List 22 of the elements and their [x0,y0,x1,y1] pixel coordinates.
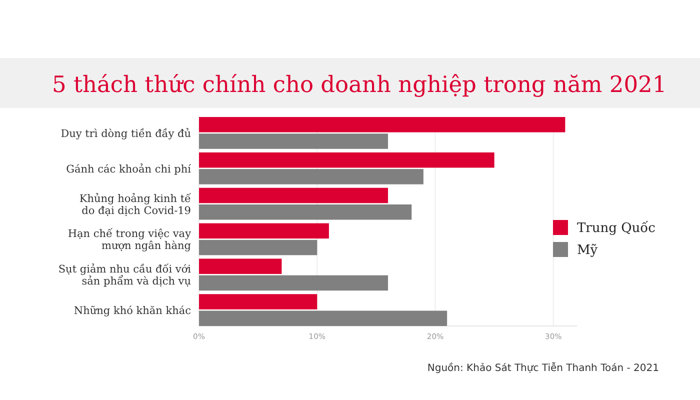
bar [199,134,388,149]
bar [199,188,388,204]
chart-title: 5 thách thức chính cho doanh nghiệp trong năm 2021 [52,72,667,98]
y-tick-label: Duy trì dòng tiền đầy đủ [60,128,192,140]
legend-label: Mỹ [577,243,598,258]
bar [199,240,318,256]
y-tick-label: Khủng hoảng kinh tế do đại dịch Covid-19 [79,192,192,217]
bar [199,152,494,168]
bar [199,117,566,132]
text: Nguồn: Khảo Sát Thực Tiễn Thanh Toán - 2021 [427,362,659,374]
bar [199,258,282,274]
bar [199,169,424,184]
y-tick-label: Hạn chế trong việc vay mượn ngân hàng [68,228,192,252]
bar [199,204,412,220]
bar [199,275,388,291]
bar [199,223,329,239]
y-tick-label: Gánh các khoản chi phí [66,163,192,176]
y-tick-label: Sụt giảm nhu cầu đối với sản phẩm và dịch vụ [58,264,192,288]
bar [199,294,318,310]
bar [199,310,448,326]
legend-label: Trung Quốc [577,221,656,236]
y-tick-label: Những khó khăn khác [74,305,192,318]
